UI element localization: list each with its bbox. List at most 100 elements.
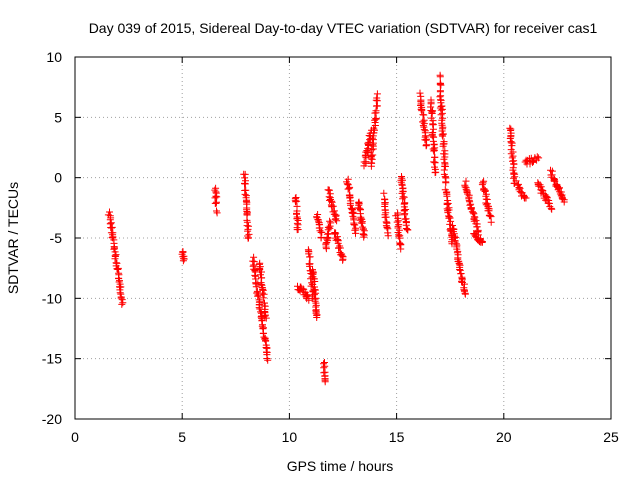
data-point xyxy=(545,197,553,204)
data-point xyxy=(429,137,437,145)
data-point xyxy=(436,73,444,81)
data-point xyxy=(477,237,485,245)
data-point xyxy=(307,282,315,290)
data-point xyxy=(420,123,428,131)
data-point xyxy=(535,154,543,162)
data-point xyxy=(260,290,268,298)
data-point xyxy=(402,225,410,232)
data-point xyxy=(370,126,378,134)
data-point xyxy=(522,194,530,202)
data-point xyxy=(418,107,426,115)
data-point xyxy=(416,89,424,97)
data-point xyxy=(257,281,265,288)
data-point xyxy=(383,224,391,232)
data-point xyxy=(212,199,220,207)
data-point xyxy=(241,180,249,188)
data-point xyxy=(507,132,515,140)
data-point xyxy=(355,201,363,209)
data-point xyxy=(256,265,264,273)
data-point xyxy=(369,136,377,144)
data-point xyxy=(465,197,473,205)
data-point xyxy=(263,355,271,362)
data-point xyxy=(345,184,353,192)
data-point xyxy=(314,216,322,223)
data-point xyxy=(395,231,403,239)
data-point xyxy=(380,189,388,197)
data-point xyxy=(539,187,547,195)
data-point xyxy=(373,90,381,98)
data-point xyxy=(486,211,494,219)
data-point xyxy=(328,203,336,211)
chart-title: Day 039 of 2015, Sidereal Day-to-day VTE… xyxy=(89,20,598,36)
data-point xyxy=(106,208,113,216)
data-point xyxy=(336,244,344,252)
data-point xyxy=(331,215,339,223)
data-point xyxy=(293,215,301,223)
data-point xyxy=(323,233,331,241)
tick-labels: 0 5 10 15 20 25 -20 -15 -10 -5 0 5 10 xyxy=(42,49,619,445)
data-point xyxy=(461,290,469,298)
data-point xyxy=(515,184,523,192)
data-point xyxy=(321,362,329,370)
data-point xyxy=(213,209,221,217)
data-point xyxy=(212,192,220,200)
data-point xyxy=(119,299,127,307)
data-point xyxy=(351,226,359,234)
data-point xyxy=(306,260,313,268)
data-point xyxy=(116,277,123,285)
data-point xyxy=(443,190,451,198)
data-point xyxy=(461,280,468,288)
y-tick-label: 5 xyxy=(54,109,62,125)
data-point xyxy=(548,171,556,179)
gridlines xyxy=(75,57,611,419)
data-point xyxy=(510,160,518,168)
data-point xyxy=(326,217,334,225)
data-point xyxy=(480,186,488,194)
data-point xyxy=(397,245,405,253)
data-point xyxy=(368,146,376,154)
data-point xyxy=(242,186,250,194)
data-point xyxy=(464,190,472,198)
data-point xyxy=(264,356,272,364)
data-point xyxy=(398,180,406,188)
data-point xyxy=(321,376,329,384)
data-point xyxy=(318,228,326,236)
data-point xyxy=(439,114,447,122)
data-point xyxy=(117,293,125,301)
x-tick-label: 25 xyxy=(603,429,619,445)
data-point xyxy=(241,190,249,198)
data-point xyxy=(317,233,325,241)
data-point xyxy=(548,205,556,213)
data-point xyxy=(467,204,475,212)
data-point xyxy=(251,271,259,279)
data-point xyxy=(334,236,341,243)
data-point xyxy=(299,285,307,293)
data-point xyxy=(244,234,252,242)
data-point xyxy=(325,186,333,194)
data-point xyxy=(444,209,452,217)
x-tick-label: 0 xyxy=(71,429,79,445)
data-point xyxy=(241,170,249,178)
data-point xyxy=(436,80,444,88)
data-point xyxy=(439,142,447,150)
data-point xyxy=(311,297,319,305)
data-point xyxy=(326,194,334,202)
data-point xyxy=(396,241,404,249)
data-point xyxy=(439,123,447,131)
data-point xyxy=(254,280,262,288)
data-point xyxy=(306,253,314,261)
data-point xyxy=(403,226,411,233)
data-point xyxy=(384,229,392,237)
data-point xyxy=(367,159,375,167)
data-point xyxy=(456,266,464,274)
data-point xyxy=(473,223,481,231)
data-point xyxy=(511,173,519,181)
data-point xyxy=(259,289,266,297)
data-point xyxy=(313,314,321,321)
data-point xyxy=(479,179,487,187)
data-point xyxy=(506,135,514,142)
data-point xyxy=(429,125,437,133)
x-tick-label: 15 xyxy=(389,429,405,445)
data-point xyxy=(442,178,450,186)
data-point xyxy=(339,256,347,264)
